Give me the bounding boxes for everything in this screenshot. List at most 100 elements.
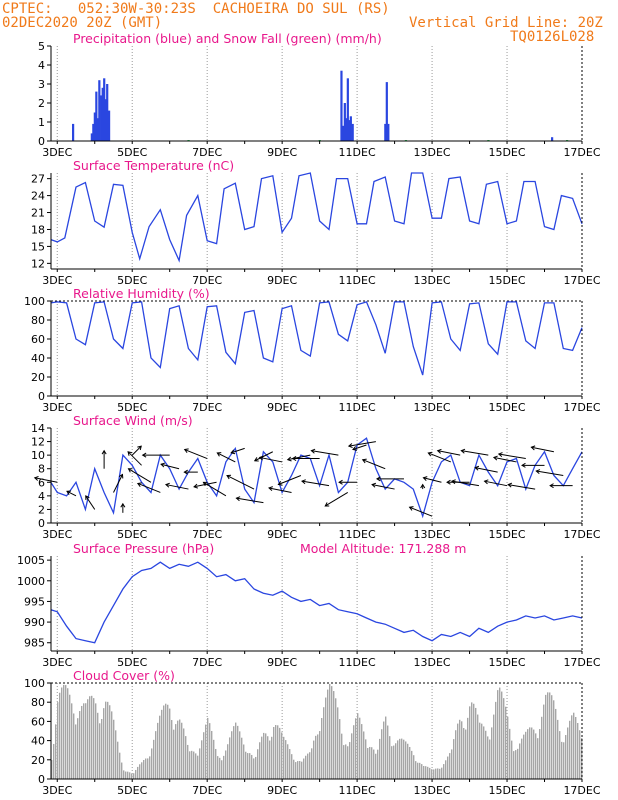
cloud-bar [153,739,155,779]
cloud-bar [239,731,241,779]
wind-vector [409,506,433,517]
cloud-bar [171,720,173,779]
wind-arrowhead [193,483,198,489]
wind-arrowhead [33,475,39,481]
cloud-bar [321,717,323,779]
cloud-bar [371,747,373,779]
cloud-bar [359,717,361,779]
x-tick-label: 7DEC [192,784,222,797]
cloud-bar [249,753,251,779]
cloud-bar [169,708,171,779]
cloud-bar [377,749,379,779]
wind-vector [66,490,77,497]
wind-arrowhead [422,476,428,481]
wind-vector [184,449,208,459]
x-tick-label: 7DEC [192,146,222,159]
cloud-bar [543,704,545,779]
wind-vector [461,450,489,456]
cloud-bar [151,748,153,779]
cloud-bar [127,771,129,779]
cloud-bar [403,739,405,779]
cloud-bar [421,764,423,779]
cloud-bar [507,716,509,779]
y-tick-label: 3 [38,78,45,91]
wind-vector [498,453,526,460]
cloud-bar [129,772,131,779]
precip-bar [385,82,388,141]
cloud-bar [567,727,569,779]
cloud-bar [281,732,283,779]
cloud-bar [405,741,407,779]
x-tick-label: 13DEC [414,528,451,541]
cloud-bar [513,751,515,779]
cloud-bar [273,727,275,779]
x-tick-label: 17DEC [563,784,600,797]
cloud-bar [225,750,227,779]
y-tick-label: 12 [31,436,45,449]
cloud-bar [393,745,395,779]
cloud-bar [95,703,97,779]
wind-vector [352,444,367,450]
cloud-bar [157,722,159,779]
cloud-bar [409,746,411,779]
wind-arrowhead [338,479,343,485]
cloud-bar [165,703,167,779]
cloud-bar [231,731,233,779]
cloud-bar [77,718,79,779]
cloud-bar [341,733,343,779]
y-tick-label: 24 [31,190,45,203]
y-tick-label: 12 [31,257,45,270]
cloud-bar [417,762,419,779]
cloud-bar [197,755,199,779]
cloud-bar [177,720,179,779]
cloud-bar [91,695,93,779]
x-tick-label: 7DEC [192,401,222,414]
wind-arrowhead [101,449,107,455]
wind-vector [34,477,58,483]
x-tick-label: 11DEC [339,274,376,287]
y-tick-label: 0 [38,390,45,403]
cloud-bar [207,717,209,779]
x-tick-label: 15DEC [488,146,525,159]
wind-vector [160,463,180,470]
wind-arrowhead [549,483,554,489]
wind-arrowhead [361,458,367,464]
cloud-bar [381,729,383,779]
grid-line-note: Vertical Grid Line: 20Z [409,15,603,31]
cloud-bar [289,749,291,779]
cloud-bar [285,740,287,779]
precip-bar [95,91,98,141]
wind-arrowhead [507,482,513,488]
cloud-bar [253,758,255,779]
y-tick-label: 8 [38,463,45,476]
cloud-bar [181,722,183,779]
cloud-bar [185,736,187,779]
cloud-bar [375,753,377,779]
cloud-bar [379,738,381,779]
cloud-bar [305,755,307,779]
wind-arrowhead [371,482,377,488]
cloud-bar [473,703,475,779]
cloud-bar [363,731,365,779]
wind-vector [203,481,227,497]
cloud-bar [147,758,149,779]
cloud-bar [539,729,541,779]
cloud-bar [427,766,429,779]
wind-vector [113,474,123,493]
cloud-bar [89,696,91,779]
y-tick-label: 27 [31,173,45,186]
x-tick-label: 3DEC [42,146,72,159]
cloud-bar [203,732,205,779]
cloud-bar [117,741,119,779]
cloud-bar [109,705,111,779]
y-tick-label: 60 [31,715,45,728]
cloud-bar [101,718,103,779]
cloud-bar [367,748,369,779]
cloud-bar [317,734,319,779]
wind-vector [428,452,452,463]
wind-arrowhead [347,443,353,449]
cloud-bar [485,730,487,779]
x-tick-label: 3DEC [42,528,72,541]
cloud-bar [111,711,113,779]
cloud-bar [325,697,327,779]
